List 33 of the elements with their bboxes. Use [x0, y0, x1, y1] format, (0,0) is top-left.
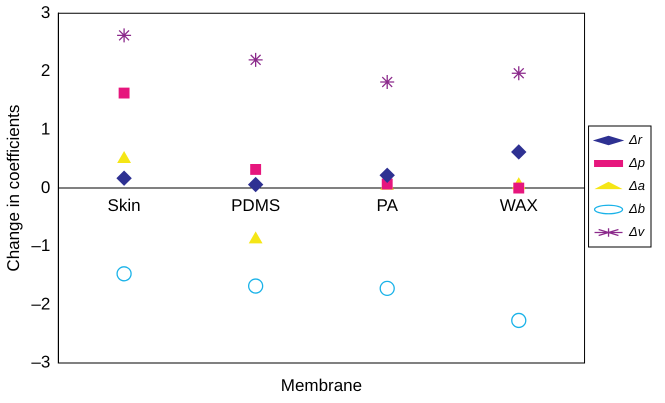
point [380, 74, 395, 90]
point [248, 52, 264, 68]
x-tick-label: PDMS [231, 196, 280, 215]
point [511, 144, 526, 160]
x-tick-label: PA [376, 196, 399, 215]
legend-label: Δv [628, 224, 646, 240]
legend-label: Δr [628, 132, 643, 148]
y-tick-label: 2 [40, 61, 50, 80]
y-tick-label: –3 [31, 352, 50, 372]
y-tick-label: 0 [40, 178, 50, 197]
point [250, 164, 262, 175]
legend-label: Δp [628, 155, 645, 170]
point [511, 66, 526, 81]
point [248, 278, 264, 294]
point [380, 168, 395, 183]
legend-label: Δa [628, 178, 645, 194]
point [116, 170, 132, 186]
point [380, 280, 395, 296]
point [513, 182, 524, 194]
x-axis-title: Membrane [280, 376, 362, 395]
point [248, 177, 264, 192]
y-tick-label: –1 [31, 236, 50, 256]
y-tick-label: 1 [40, 119, 50, 138]
point [511, 312, 526, 328]
x-tick-label: Skin [108, 196, 141, 215]
y-axis-title: Change in coefficients [4, 104, 23, 272]
x-tick-label: WAX [500, 196, 538, 215]
y-tick-label: –2 [31, 294, 50, 314]
point [118, 88, 130, 99]
legend-label: Δb [628, 201, 645, 216]
y-tick-label: 3 [40, 2, 50, 22]
point [116, 28, 132, 44]
point [116, 266, 132, 282]
